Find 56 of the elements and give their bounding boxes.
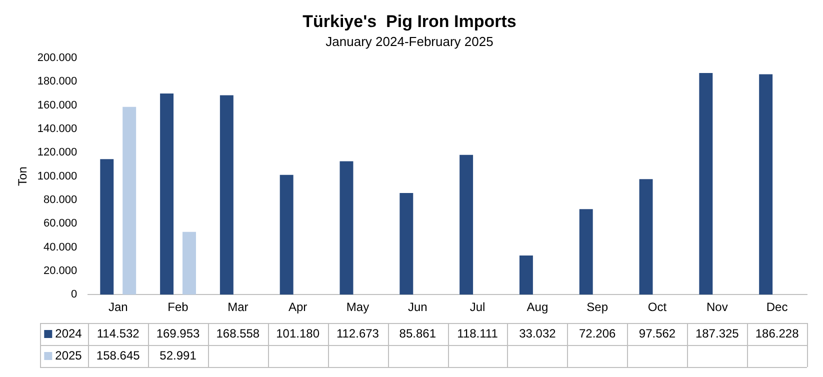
- x-tick-label: Jan: [108, 300, 128, 314]
- data-label: 169.953: [156, 326, 200, 340]
- x-tick-label: Oct: [648, 300, 668, 314]
- y-tick-label: 120.000: [37, 146, 78, 159]
- data-label: 186.228: [755, 326, 800, 340]
- bar: [220, 95, 234, 295]
- chart-subtitle: January 2024-February 2025: [326, 34, 494, 49]
- x-tick-label: Mar: [228, 300, 248, 314]
- bar: [699, 72, 713, 295]
- y-tick-label: 80.000: [44, 194, 78, 206]
- bar: [579, 209, 593, 295]
- data-label: 52.991: [160, 348, 197, 362]
- bar: [340, 161, 354, 295]
- y-tick-label: 60.000: [44, 218, 78, 230]
- x-tick-label: Dec: [766, 300, 788, 314]
- y-tick-label: 0: [71, 288, 78, 301]
- bar: [519, 256, 533, 295]
- y-tick-label: 200.000: [37, 52, 78, 64]
- data-label: 168.558: [216, 326, 260, 340]
- legend-label: 2025: [55, 348, 82, 362]
- y-tick-label: 20.000: [44, 264, 78, 277]
- x-tick-label: Jul: [470, 300, 486, 314]
- chart-title: Türkiye's Pig Iron Imports: [302, 12, 516, 31]
- data-label: 72.206: [578, 326, 616, 340]
- bar: [122, 106, 136, 295]
- x-tick-label: Sep: [586, 300, 608, 314]
- bar: [100, 159, 114, 295]
- bar: [182, 232, 196, 295]
- bar: [460, 154, 474, 295]
- x-tick-label: Aug: [526, 300, 548, 314]
- data-label: 187.325: [695, 326, 740, 340]
- legend-label: 2024: [55, 326, 82, 340]
- data-label: 97.562: [638, 326, 676, 340]
- y-tick-label: 140.000: [37, 123, 78, 136]
- bar: [639, 179, 653, 295]
- data-label: 118.111: [457, 326, 498, 340]
- x-tick-label: Jun: [408, 300, 428, 314]
- data-label: 158.645: [96, 348, 140, 362]
- x-tick-label: Nov: [706, 300, 728, 314]
- data-label: 33.032: [519, 326, 556, 340]
- x-tick-label: Feb: [168, 300, 189, 314]
- bar: [759, 74, 773, 295]
- y-tick-label: 40.000: [44, 241, 78, 254]
- bar: [400, 193, 414, 295]
- bar: [280, 174, 294, 295]
- y-tick-label: 160.000: [37, 99, 78, 112]
- data-label: 85.861: [399, 326, 436, 340]
- x-tick-label: May: [346, 300, 370, 314]
- data-label: 114.532: [96, 326, 140, 340]
- y-tick-label: 180.000: [37, 76, 78, 88]
- data-label: 112.673: [336, 326, 380, 340]
- y-tick-label: 100.000: [37, 170, 78, 182]
- bar: [160, 94, 174, 295]
- x-tick-label: Apr: [288, 300, 308, 314]
- data-label: 101.180: [276, 326, 320, 340]
- y-axis-title: Ton: [16, 166, 30, 186]
